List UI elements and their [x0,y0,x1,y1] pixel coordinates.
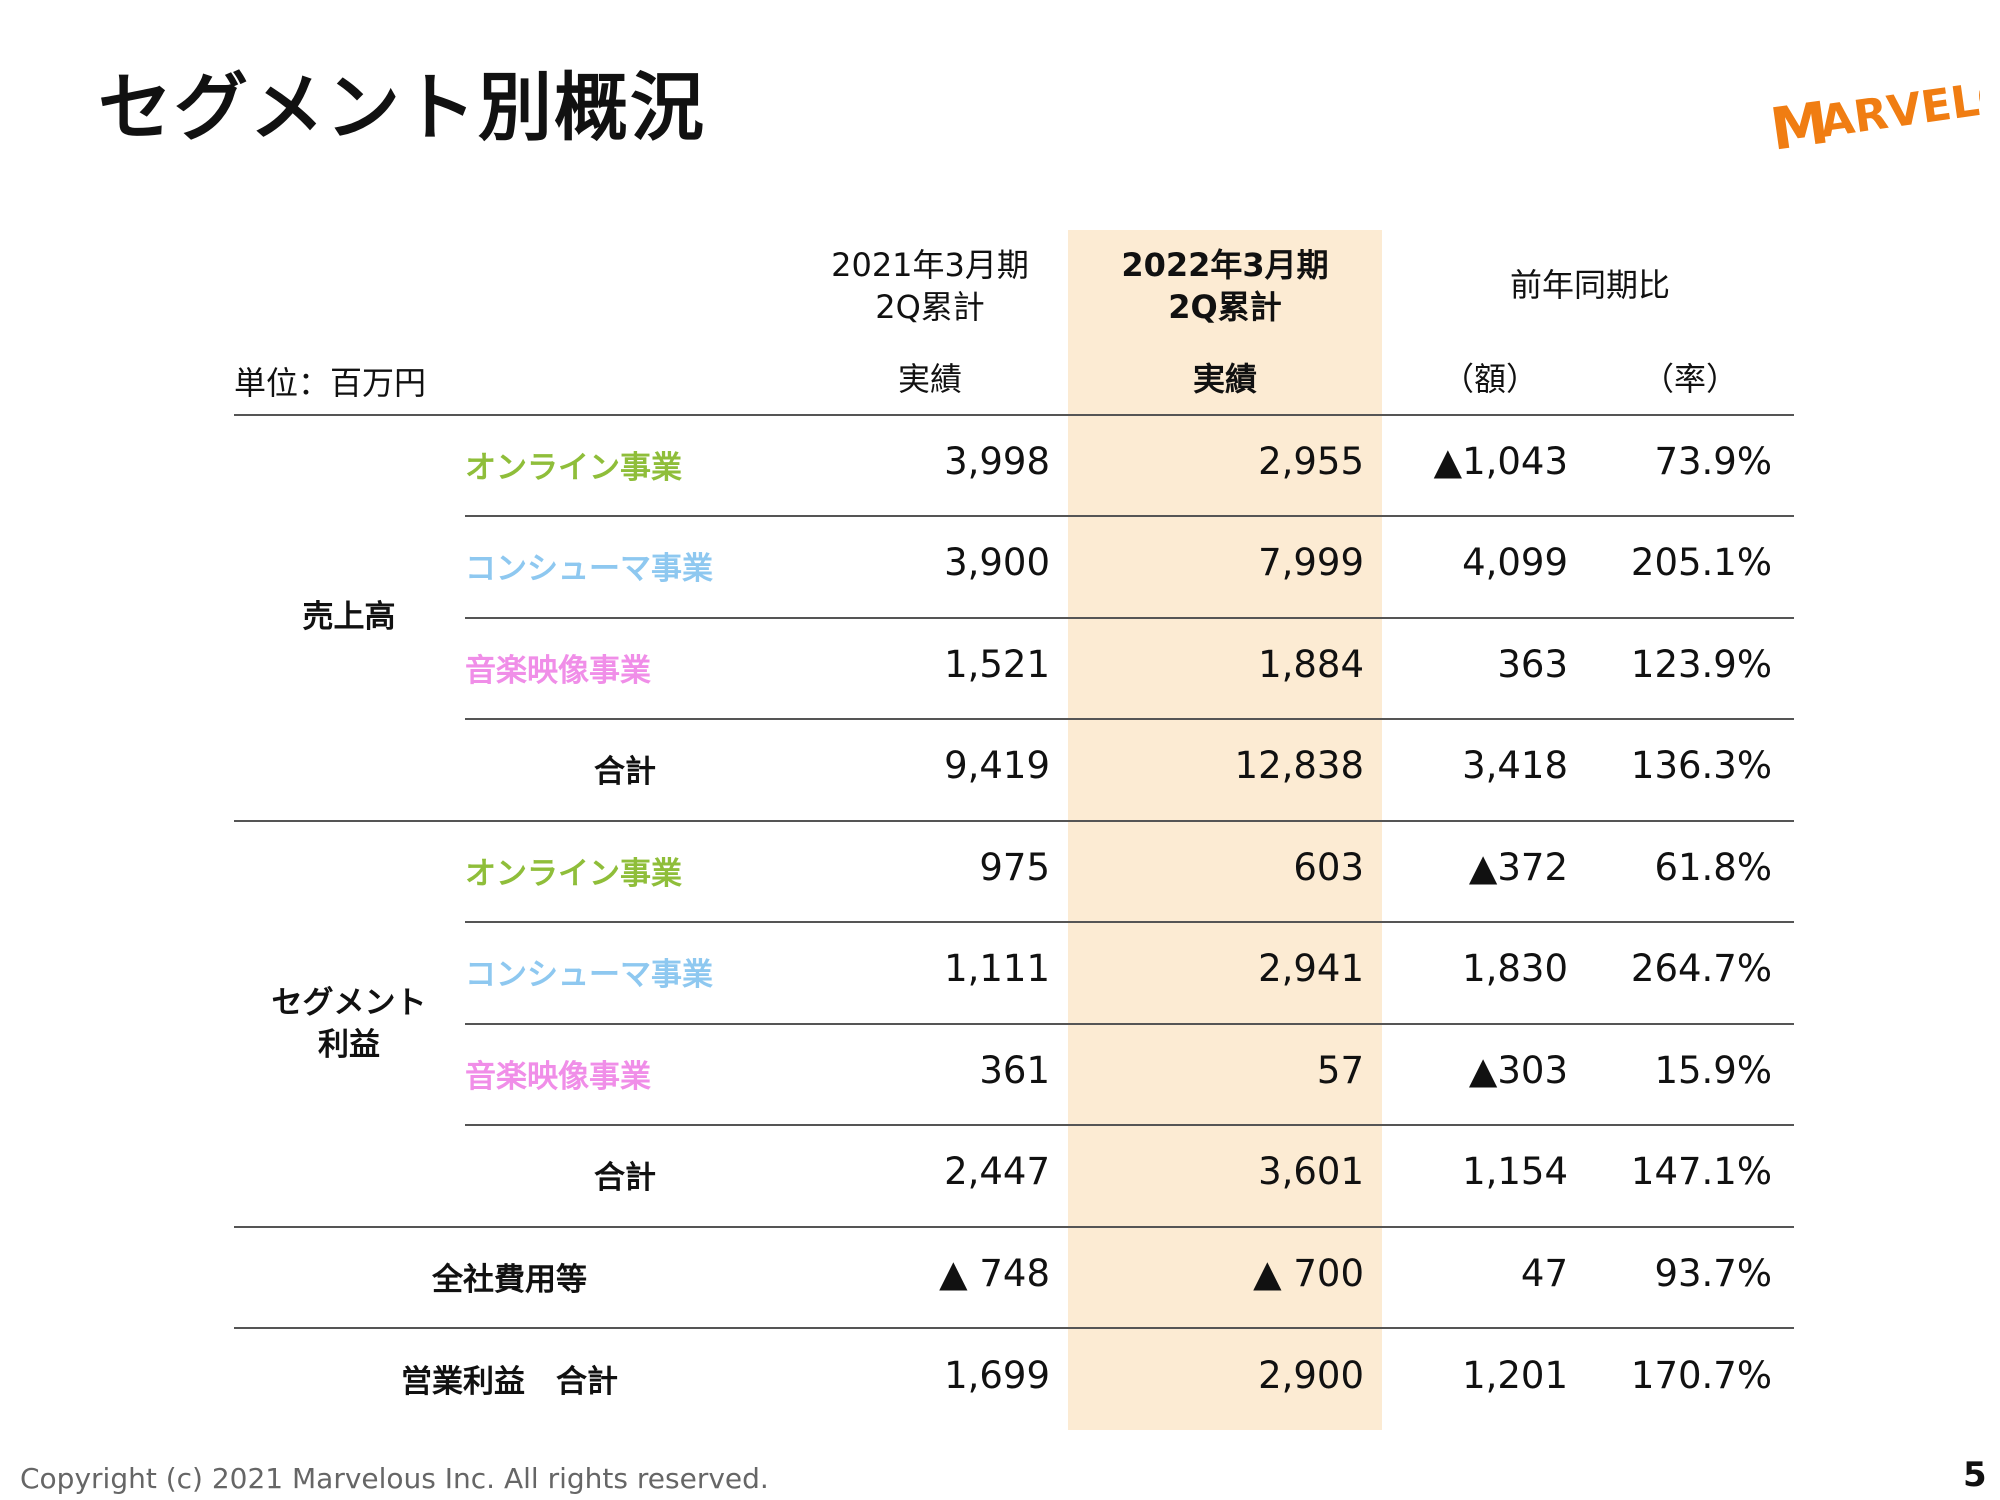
row-rule [465,718,1794,720]
page-title: セグメント別概況 [98,65,706,151]
value-diff: 3,418 [1462,744,1568,787]
value-diff: ▲372 [1468,846,1568,889]
value-rate: 93.7% [1654,1252,1772,1295]
value-curr: 57 [1316,1049,1364,1092]
value-curr: 603 [1293,846,1364,889]
page-number: 5 [1963,1455,1987,1495]
value-curr: 2,900 [1258,1354,1364,1397]
value-curr: 3,601 [1258,1150,1364,1193]
header-fy2021-line1: 2021年3月期 [831,246,1029,284]
value-prev: 9,419 [944,744,1050,787]
header-fy2022-line2: 2Q累計 [1168,288,1282,326]
header-fy2022-line1: 2022年3月期 [1121,246,1329,284]
value-rate: 205.1% [1630,541,1772,584]
value-rate: 136.3% [1630,744,1772,787]
group-label-segment-profit: セグメント 利益 [234,982,464,1066]
segment-label-music: 音楽映像事業 [465,1059,651,1095]
subtotal-label-segment-profit: 合計 [594,1160,656,1196]
segment-label-consumer: コンシューマ事業 [465,957,713,993]
value-curr: 1,884 [1258,643,1364,686]
logo-letters-rest: ARVELOUS! [1817,58,1980,148]
row-rule [465,1023,1794,1025]
value-rate: 264.7% [1630,947,1772,990]
value-prev: 2,447 [944,1150,1050,1193]
value-diff: 1,154 [1462,1150,1568,1193]
row-rule [465,515,1794,517]
header-fy2022-sub: 実績 [1192,360,1257,398]
group-label-segment-profit-line1: セグメント [271,985,427,1021]
value-diff: 1,830 [1462,947,1568,990]
group-label-segment-profit-line2: 利益 [318,1027,380,1063]
operating-profit-label: 営業利益 合計 [401,1364,618,1400]
group-label-sales: 売上高 [302,599,396,635]
value-curr: 2,955 [1258,440,1364,483]
value-rate: 170.7% [1630,1354,1772,1397]
subtotal-label-sales: 合計 [594,754,656,790]
logo-graphic: M ARVELOUS! [1766,58,1980,154]
segment-label-online: オンライン事業 [465,450,682,486]
row-rule [465,617,1794,619]
segment-label-music: 音楽映像事業 [465,653,651,689]
copyright-footer: Copyright (c) 2021 Marvelous Inc. All ri… [20,1462,769,1495]
value-prev: 975 [979,846,1050,889]
segment-label-online: オンライン事業 [465,856,682,892]
header-fy2021-line2: 2Q累計 [875,288,985,326]
value-prev: 361 [979,1049,1050,1092]
value-curr: 12,838 [1234,744,1364,787]
header-yoy-rate: （率） [1641,360,1738,398]
value-rate: 61.8% [1654,846,1772,889]
group-rule [234,1226,1794,1228]
header-yoy: 前年同期比 [1509,266,1670,304]
highlight-column [1068,230,1382,1430]
value-prev: 1,521 [944,643,1050,686]
value-diff: ▲1,043 [1433,440,1568,483]
unit-label: 単位：百万円 [234,364,427,402]
value-prev: 3,900 [944,541,1050,584]
value-prev: ▲ 748 [939,1252,1050,1295]
value-diff: 363 [1497,643,1568,686]
value-rate: 147.1% [1630,1150,1772,1193]
row-rule [465,921,1794,923]
header-rule [234,414,1794,416]
header-yoy-amount: （額） [1441,360,1538,398]
corporate-expense-label: 全社費用等 [432,1262,587,1298]
value-curr: ▲ 700 [1253,1252,1364,1295]
value-curr: 2,941 [1258,947,1364,990]
value-diff: 1,201 [1462,1354,1568,1397]
value-diff: 47 [1520,1252,1568,1295]
group-rule [234,1327,1794,1329]
marvelous-logo: M ARVELOUS! [1760,50,1980,154]
value-prev: 3,998 [944,440,1050,483]
group-rule [234,820,1794,822]
value-diff: ▲303 [1468,1049,1568,1092]
value-prev: 1,699 [944,1354,1050,1397]
header-fy2021: 2021年3月期 2Q累計 [780,244,1080,328]
segment-label-consumer: コンシューマ事業 [465,551,713,587]
value-prev: 1,111 [944,947,1050,990]
value-rate: 15.9% [1654,1049,1772,1092]
row-rule [465,1124,1794,1126]
header-fy2021-sub: 実績 [897,360,962,398]
logo-letter-m: M [1766,88,1833,154]
header-fy2022: 2022年3月期 2Q累計 [1068,244,1382,328]
value-rate: 73.9% [1654,440,1772,483]
value-diff: 4,099 [1462,541,1568,584]
value-curr: 7,999 [1258,541,1364,584]
value-rate: 123.9% [1630,643,1772,686]
